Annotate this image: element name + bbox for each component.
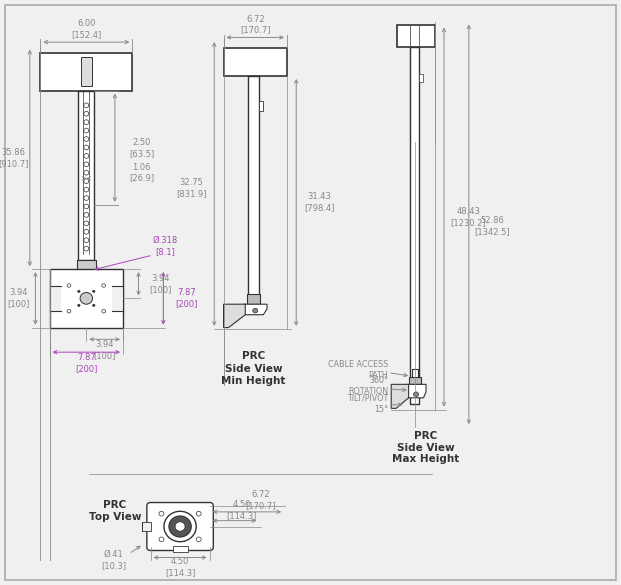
- Circle shape: [84, 246, 89, 251]
- Text: 31.43
[798.4]: 31.43 [798.4]: [304, 192, 335, 212]
- Text: 1.06
[26.9]: 1.06 [26.9]: [129, 163, 154, 183]
- Text: 7.87
[200]: 7.87 [200]: [75, 353, 97, 373]
- Bar: [50, 269, 123, 328]
- Text: 6.72
[170.7]: 6.72 [170.7]: [240, 15, 271, 35]
- Text: 7.87
[200]: 7.87 [200]: [176, 288, 198, 308]
- Text: 6.72
[170.7]: 6.72 [170.7]: [245, 490, 276, 510]
- Circle shape: [84, 120, 89, 125]
- Text: 6.00
[152.4]: 6.00 [152.4]: [71, 19, 101, 39]
- Circle shape: [102, 284, 106, 287]
- Circle shape: [84, 187, 89, 192]
- Circle shape: [414, 392, 419, 397]
- Text: 3.94
[100]: 3.94 [100]: [149, 274, 171, 294]
- Text: CABLE ACCESS
PATH: CABLE ACCESS PATH: [328, 360, 388, 380]
- Circle shape: [102, 309, 106, 313]
- Circle shape: [84, 221, 89, 226]
- Text: PRC: PRC: [414, 431, 437, 441]
- Polygon shape: [243, 304, 267, 315]
- Polygon shape: [391, 384, 409, 408]
- Circle shape: [84, 111, 89, 116]
- Text: 4.50
[114.3]: 4.50 [114.3]: [227, 500, 257, 520]
- Circle shape: [78, 304, 80, 307]
- Text: 35.86
[910.7]: 35.86 [910.7]: [0, 148, 28, 168]
- Text: 32.75
[831.9]: 32.75 [831.9]: [176, 178, 207, 198]
- Circle shape: [84, 212, 89, 217]
- Circle shape: [159, 511, 164, 516]
- Circle shape: [67, 284, 71, 287]
- Circle shape: [175, 522, 185, 531]
- Text: Max Height: Max Height: [392, 454, 459, 464]
- Text: 4.50
[114.3]: 4.50 [114.3]: [165, 558, 195, 577]
- Circle shape: [164, 511, 196, 542]
- Text: PRC: PRC: [242, 350, 265, 361]
- Text: Side View: Side View: [225, 363, 282, 374]
- Bar: [112, 286, 123, 311]
- Circle shape: [84, 204, 89, 209]
- Circle shape: [196, 511, 201, 516]
- Bar: [76, 260, 96, 273]
- Circle shape: [84, 196, 89, 201]
- Text: 48.43
[1230.2]: 48.43 [1230.2]: [450, 207, 486, 227]
- Text: Ø.318
[8.1]: Ø.318 [8.1]: [153, 236, 178, 256]
- Text: Min Height: Min Height: [221, 376, 286, 387]
- Circle shape: [80, 292, 93, 304]
- Circle shape: [159, 537, 164, 542]
- Circle shape: [93, 290, 95, 292]
- Bar: [397, 25, 435, 47]
- Bar: [412, 369, 418, 380]
- Circle shape: [84, 229, 89, 234]
- Text: 2.50
[63.5]: 2.50 [63.5]: [129, 137, 154, 158]
- Circle shape: [84, 179, 89, 184]
- Circle shape: [93, 304, 95, 307]
- Bar: [173, 546, 188, 552]
- FancyBboxPatch shape: [147, 503, 214, 550]
- Bar: [419, 74, 423, 82]
- Bar: [247, 294, 260, 304]
- Circle shape: [84, 170, 89, 175]
- Polygon shape: [407, 384, 426, 398]
- Circle shape: [84, 238, 89, 243]
- Circle shape: [196, 537, 201, 542]
- Bar: [410, 47, 419, 404]
- Bar: [81, 57, 92, 86]
- Text: 3.94
[100]: 3.94 [100]: [93, 340, 116, 360]
- Circle shape: [84, 137, 89, 142]
- Bar: [40, 53, 132, 91]
- Circle shape: [169, 516, 191, 537]
- Bar: [142, 522, 150, 531]
- Bar: [259, 101, 263, 111]
- Bar: [50, 286, 61, 311]
- Text: 52.86
[1342.5]: 52.86 [1342.5]: [474, 216, 510, 236]
- Text: Ø.41
[10.3]: Ø.41 [10.3]: [101, 550, 126, 570]
- Bar: [250, 298, 257, 301]
- Circle shape: [67, 309, 71, 313]
- Bar: [409, 377, 421, 384]
- Circle shape: [84, 145, 89, 150]
- Bar: [224, 48, 287, 76]
- Circle shape: [84, 103, 89, 108]
- Circle shape: [84, 128, 89, 133]
- Text: 3.94
[100]: 3.94 [100]: [7, 288, 30, 308]
- Text: TILT/PIVOT
15°: TILT/PIVOT 15°: [347, 394, 388, 414]
- Polygon shape: [224, 304, 245, 328]
- Circle shape: [84, 162, 89, 167]
- Text: Top View: Top View: [89, 512, 141, 522]
- Text: Side View: Side View: [397, 442, 454, 453]
- Circle shape: [253, 308, 258, 313]
- Bar: [248, 76, 259, 298]
- Text: 360°
ROTATION: 360° ROTATION: [348, 376, 388, 396]
- Text: PRC: PRC: [103, 500, 127, 511]
- Bar: [78, 91, 94, 260]
- Circle shape: [84, 153, 89, 158]
- Circle shape: [78, 290, 80, 292]
